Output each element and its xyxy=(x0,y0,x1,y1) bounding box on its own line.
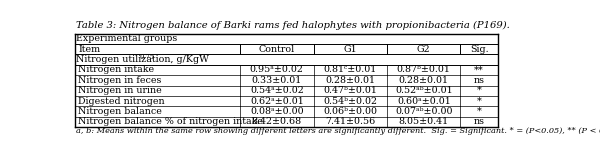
Text: 0.75: 0.75 xyxy=(139,53,154,61)
Text: 0.47ᵇ±0.01: 0.47ᵇ±0.01 xyxy=(323,86,377,95)
Text: Nitrogen intake: Nitrogen intake xyxy=(78,65,154,74)
Text: *: * xyxy=(476,107,482,116)
Text: ns: ns xyxy=(473,76,485,85)
Text: 0.81ᶜ±0.01: 0.81ᶜ±0.01 xyxy=(323,65,377,74)
Text: Nitrogen in feces: Nitrogen in feces xyxy=(78,76,161,85)
Text: 0.52ᵃᵇ±0.01: 0.52ᵃᵇ±0.01 xyxy=(395,86,452,95)
Text: a, b: Means within the same row showing different letters are significantly diff: a, b: Means within the same row showing … xyxy=(76,127,600,135)
Text: 0.54ᵇ±0.02: 0.54ᵇ±0.02 xyxy=(323,97,377,106)
Text: Nitrogen balance % of nitrogen intake: Nitrogen balance % of nitrogen intake xyxy=(78,117,263,126)
Text: ns: ns xyxy=(473,117,485,126)
Text: Nitrogen in urine: Nitrogen in urine xyxy=(78,86,162,95)
Text: Item: Item xyxy=(78,45,100,54)
Text: Nitrogen utilization, g/KgW: Nitrogen utilization, g/KgW xyxy=(76,55,209,64)
Text: 0.07ᵃᵇ±0.00: 0.07ᵃᵇ±0.00 xyxy=(395,107,452,116)
Text: 0.28±0.01: 0.28±0.01 xyxy=(399,76,449,85)
Text: 0.87ᵇ±0.01: 0.87ᵇ±0.01 xyxy=(397,65,451,74)
Text: Control: Control xyxy=(259,45,295,54)
Text: 0.60ᵃ±0.01: 0.60ᵃ±0.01 xyxy=(397,97,451,106)
Text: 0.54ᵃ±0.02: 0.54ᵃ±0.02 xyxy=(250,86,304,95)
Text: *: * xyxy=(476,86,482,95)
Text: Experimental groups: Experimental groups xyxy=(76,34,178,43)
Text: 8.05±0.41: 8.05±0.41 xyxy=(398,117,449,126)
Text: 0.08ᵃ±0.00: 0.08ᵃ±0.00 xyxy=(250,107,304,116)
Text: Table 3: Nitrogen balance of Barki rams fed halophytes with propionibacteria (P1: Table 3: Nitrogen balance of Barki rams … xyxy=(76,21,510,30)
Text: 0.62ᵃ±0.01: 0.62ᵃ±0.01 xyxy=(250,97,304,106)
Text: 0.33±0.01: 0.33±0.01 xyxy=(251,76,302,85)
Text: Sig.: Sig. xyxy=(470,45,488,54)
Text: G2: G2 xyxy=(417,45,431,54)
Text: 0.06ᵇ±0.00: 0.06ᵇ±0.00 xyxy=(323,107,377,116)
Text: 8.42±0.68: 8.42±0.68 xyxy=(252,117,302,126)
Text: G1: G1 xyxy=(343,45,357,54)
Text: *: * xyxy=(476,97,482,106)
Text: 0.95ᵃ±0.02: 0.95ᵃ±0.02 xyxy=(250,65,304,74)
Text: Digested nitrogen: Digested nitrogen xyxy=(78,97,165,106)
Text: 0.28±0.01: 0.28±0.01 xyxy=(325,76,375,85)
Text: **: ** xyxy=(474,65,484,74)
Text: Nitrogen balance: Nitrogen balance xyxy=(78,107,162,116)
Text: 7.41±0.56: 7.41±0.56 xyxy=(325,117,376,126)
